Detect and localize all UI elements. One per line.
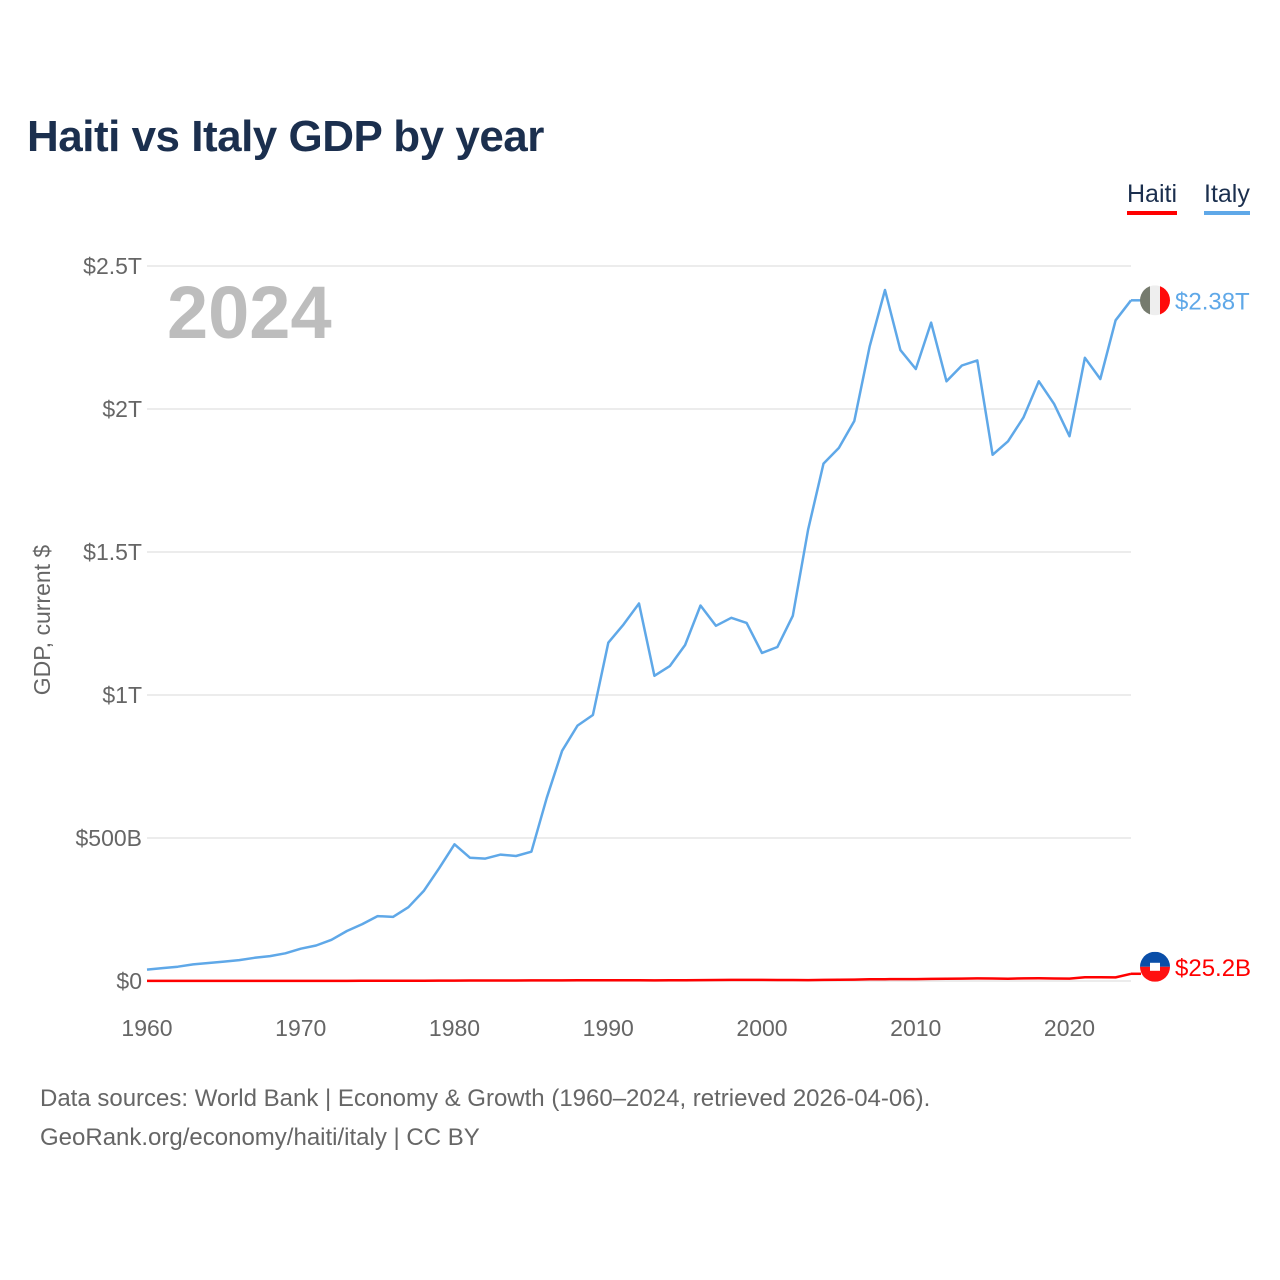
y-tick-label: $500B bbox=[75, 825, 142, 851]
flag-stripe bbox=[1140, 951, 1170, 967]
series-line-italy bbox=[146, 288, 1132, 971]
y-tick-label: $1T bbox=[102, 682, 142, 708]
y-axis-label: GDP, current $ bbox=[29, 545, 55, 696]
x-tick-label: 1990 bbox=[583, 1015, 634, 1041]
y-tick-label: $1.5T bbox=[83, 539, 142, 565]
flag-body bbox=[1140, 285, 1170, 316]
series-line-haiti bbox=[147, 972, 1132, 983]
x-tick-label: 2020 bbox=[1044, 1015, 1095, 1041]
end-value-label-haiti: $25.2B bbox=[1175, 955, 1251, 982]
x-tick-label: 1980 bbox=[429, 1015, 480, 1041]
flag-stripe bbox=[1140, 285, 1150, 316]
source-note: Data sources: World Bank | Economy & Gro… bbox=[40, 1085, 931, 1112]
y-tick-label: $0 bbox=[116, 968, 142, 994]
legend-italy[interactable]: Italy bbox=[1204, 180, 1250, 215]
flag-stripe bbox=[1150, 285, 1160, 316]
x-tick-label: 2010 bbox=[890, 1015, 941, 1041]
x-tick-label: 1970 bbox=[275, 1015, 326, 1041]
flag-stripe bbox=[1160, 285, 1170, 316]
haiti-flag-icon bbox=[1140, 951, 1170, 982]
year-watermark: 2024 bbox=[167, 271, 332, 354]
legend-haiti[interactable]: Haiti bbox=[1127, 180, 1178, 215]
chart-area: $0 $500B $1T $1.5T $2T $2.5T 1960 1970 1980 1990 2… bbox=[29, 253, 1251, 1041]
italy-flag-icon bbox=[1140, 285, 1170, 316]
x-tick-label: 1960 bbox=[121, 1015, 172, 1041]
y-tick-label: $2T bbox=[102, 396, 142, 422]
flag-body bbox=[1140, 951, 1170, 982]
flag-emblem bbox=[1150, 962, 1160, 971]
y-tick-label: $2.5T bbox=[83, 253, 142, 279]
x-tick-label: 2000 bbox=[736, 1015, 787, 1041]
source-link[interactable]: GeoRank.org/economy/haiti/italy | CC BY bbox=[40, 1124, 480, 1151]
end-value-label-italy: $2.38T bbox=[1175, 288, 1250, 315]
chart-title: Haiti vs Italy GDP by year bbox=[27, 112, 544, 161]
flag-stripe bbox=[1140, 966, 1170, 982]
